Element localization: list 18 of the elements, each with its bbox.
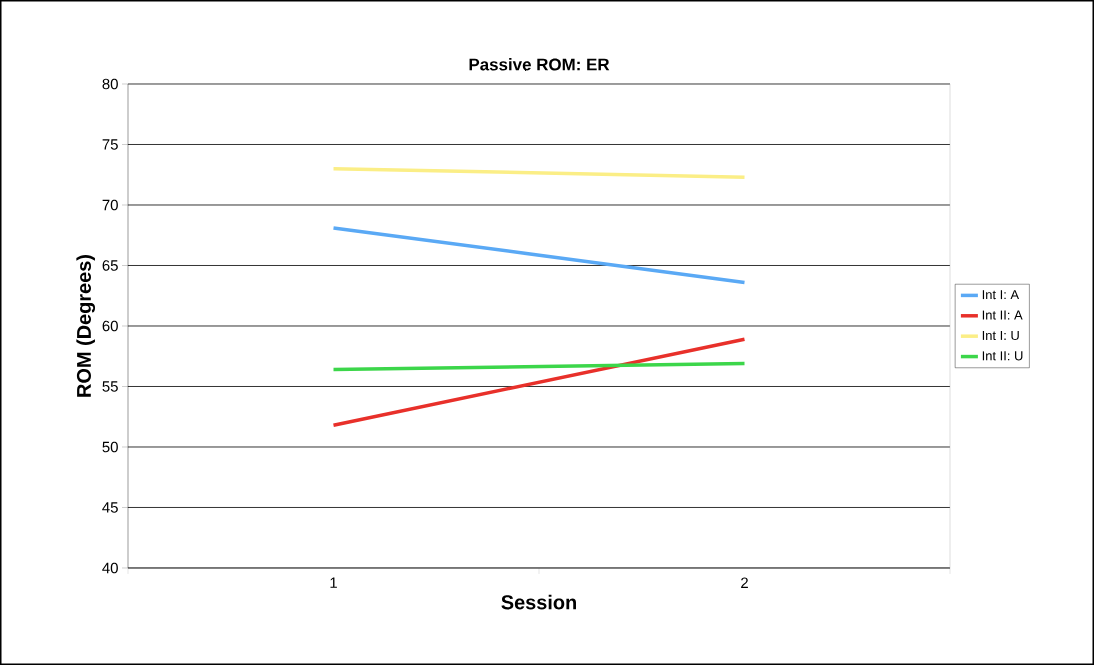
legend-label: Int I: U [982,330,1019,341]
chart-title: Passive ROM: ER [469,58,610,71]
y-tick-label: 65 [102,260,118,271]
y-tick-label: 70 [102,199,118,211]
y-tick-label: 55 [102,381,118,392]
legend-label: Int I: A [982,290,1020,300]
y-axis-title: ROM (Degrees) [76,255,96,397]
y-tick-label: 50 [102,441,118,453]
x-tick-label: 1 [330,577,337,588]
legend-label: Int II: U [982,351,1023,361]
y-tick-label: 40 [102,562,118,574]
x-tick-label: 2 [741,577,748,588]
x-axis-title: Session [501,594,576,610]
y-tick-label: 60 [102,320,118,332]
legend-label: Int II: A [982,310,1023,320]
y-tick-label: 75 [102,139,118,150]
y-tick-label: 80 [102,78,118,90]
y-tick-label: 45 [102,502,118,513]
